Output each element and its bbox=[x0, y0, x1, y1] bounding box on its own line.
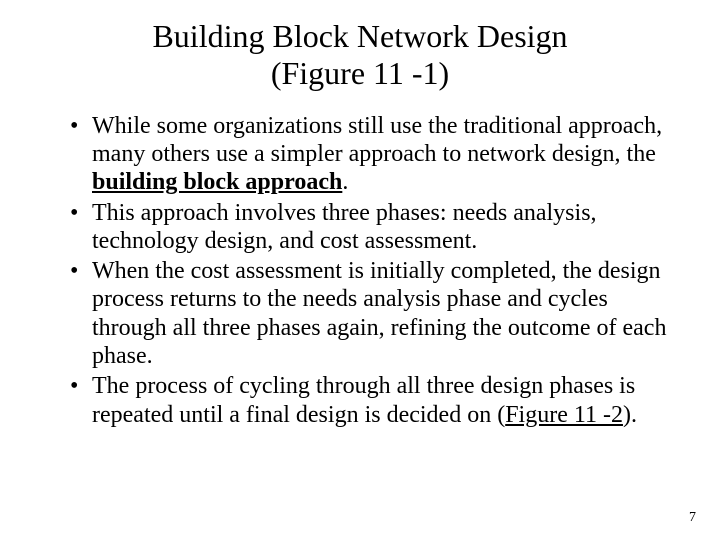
bullet-text: . bbox=[342, 169, 348, 195]
bullet-list: While some organizations still use the t… bbox=[40, 112, 680, 429]
list-item: While some organizations still use the t… bbox=[70, 112, 670, 197]
bullet-text: This approach involves three phases: nee… bbox=[92, 200, 597, 254]
bullet-text: When the cost assessment is initially co… bbox=[92, 258, 666, 369]
list-item: This approach involves three phases: nee… bbox=[70, 199, 670, 256]
figure-reference-link[interactable]: Figure 11 -2 bbox=[505, 402, 623, 428]
slide-title: Building Block Network Design (Figure 11… bbox=[40, 18, 680, 92]
slide: Building Block Network Design (Figure 11… bbox=[0, 0, 720, 540]
title-line-1: Building Block Network Design bbox=[152, 18, 567, 54]
bullet-text: ). bbox=[623, 402, 637, 428]
bullet-text: While some organizations still use the t… bbox=[92, 113, 662, 167]
bullet-emphasis: building block approach bbox=[92, 169, 342, 195]
list-item: When the cost assessment is initially co… bbox=[70, 257, 670, 370]
title-line-2: (Figure 11 -1) bbox=[271, 55, 449, 91]
page-number: 7 bbox=[689, 510, 696, 526]
list-item: The process of cycling through all three… bbox=[70, 372, 670, 429]
